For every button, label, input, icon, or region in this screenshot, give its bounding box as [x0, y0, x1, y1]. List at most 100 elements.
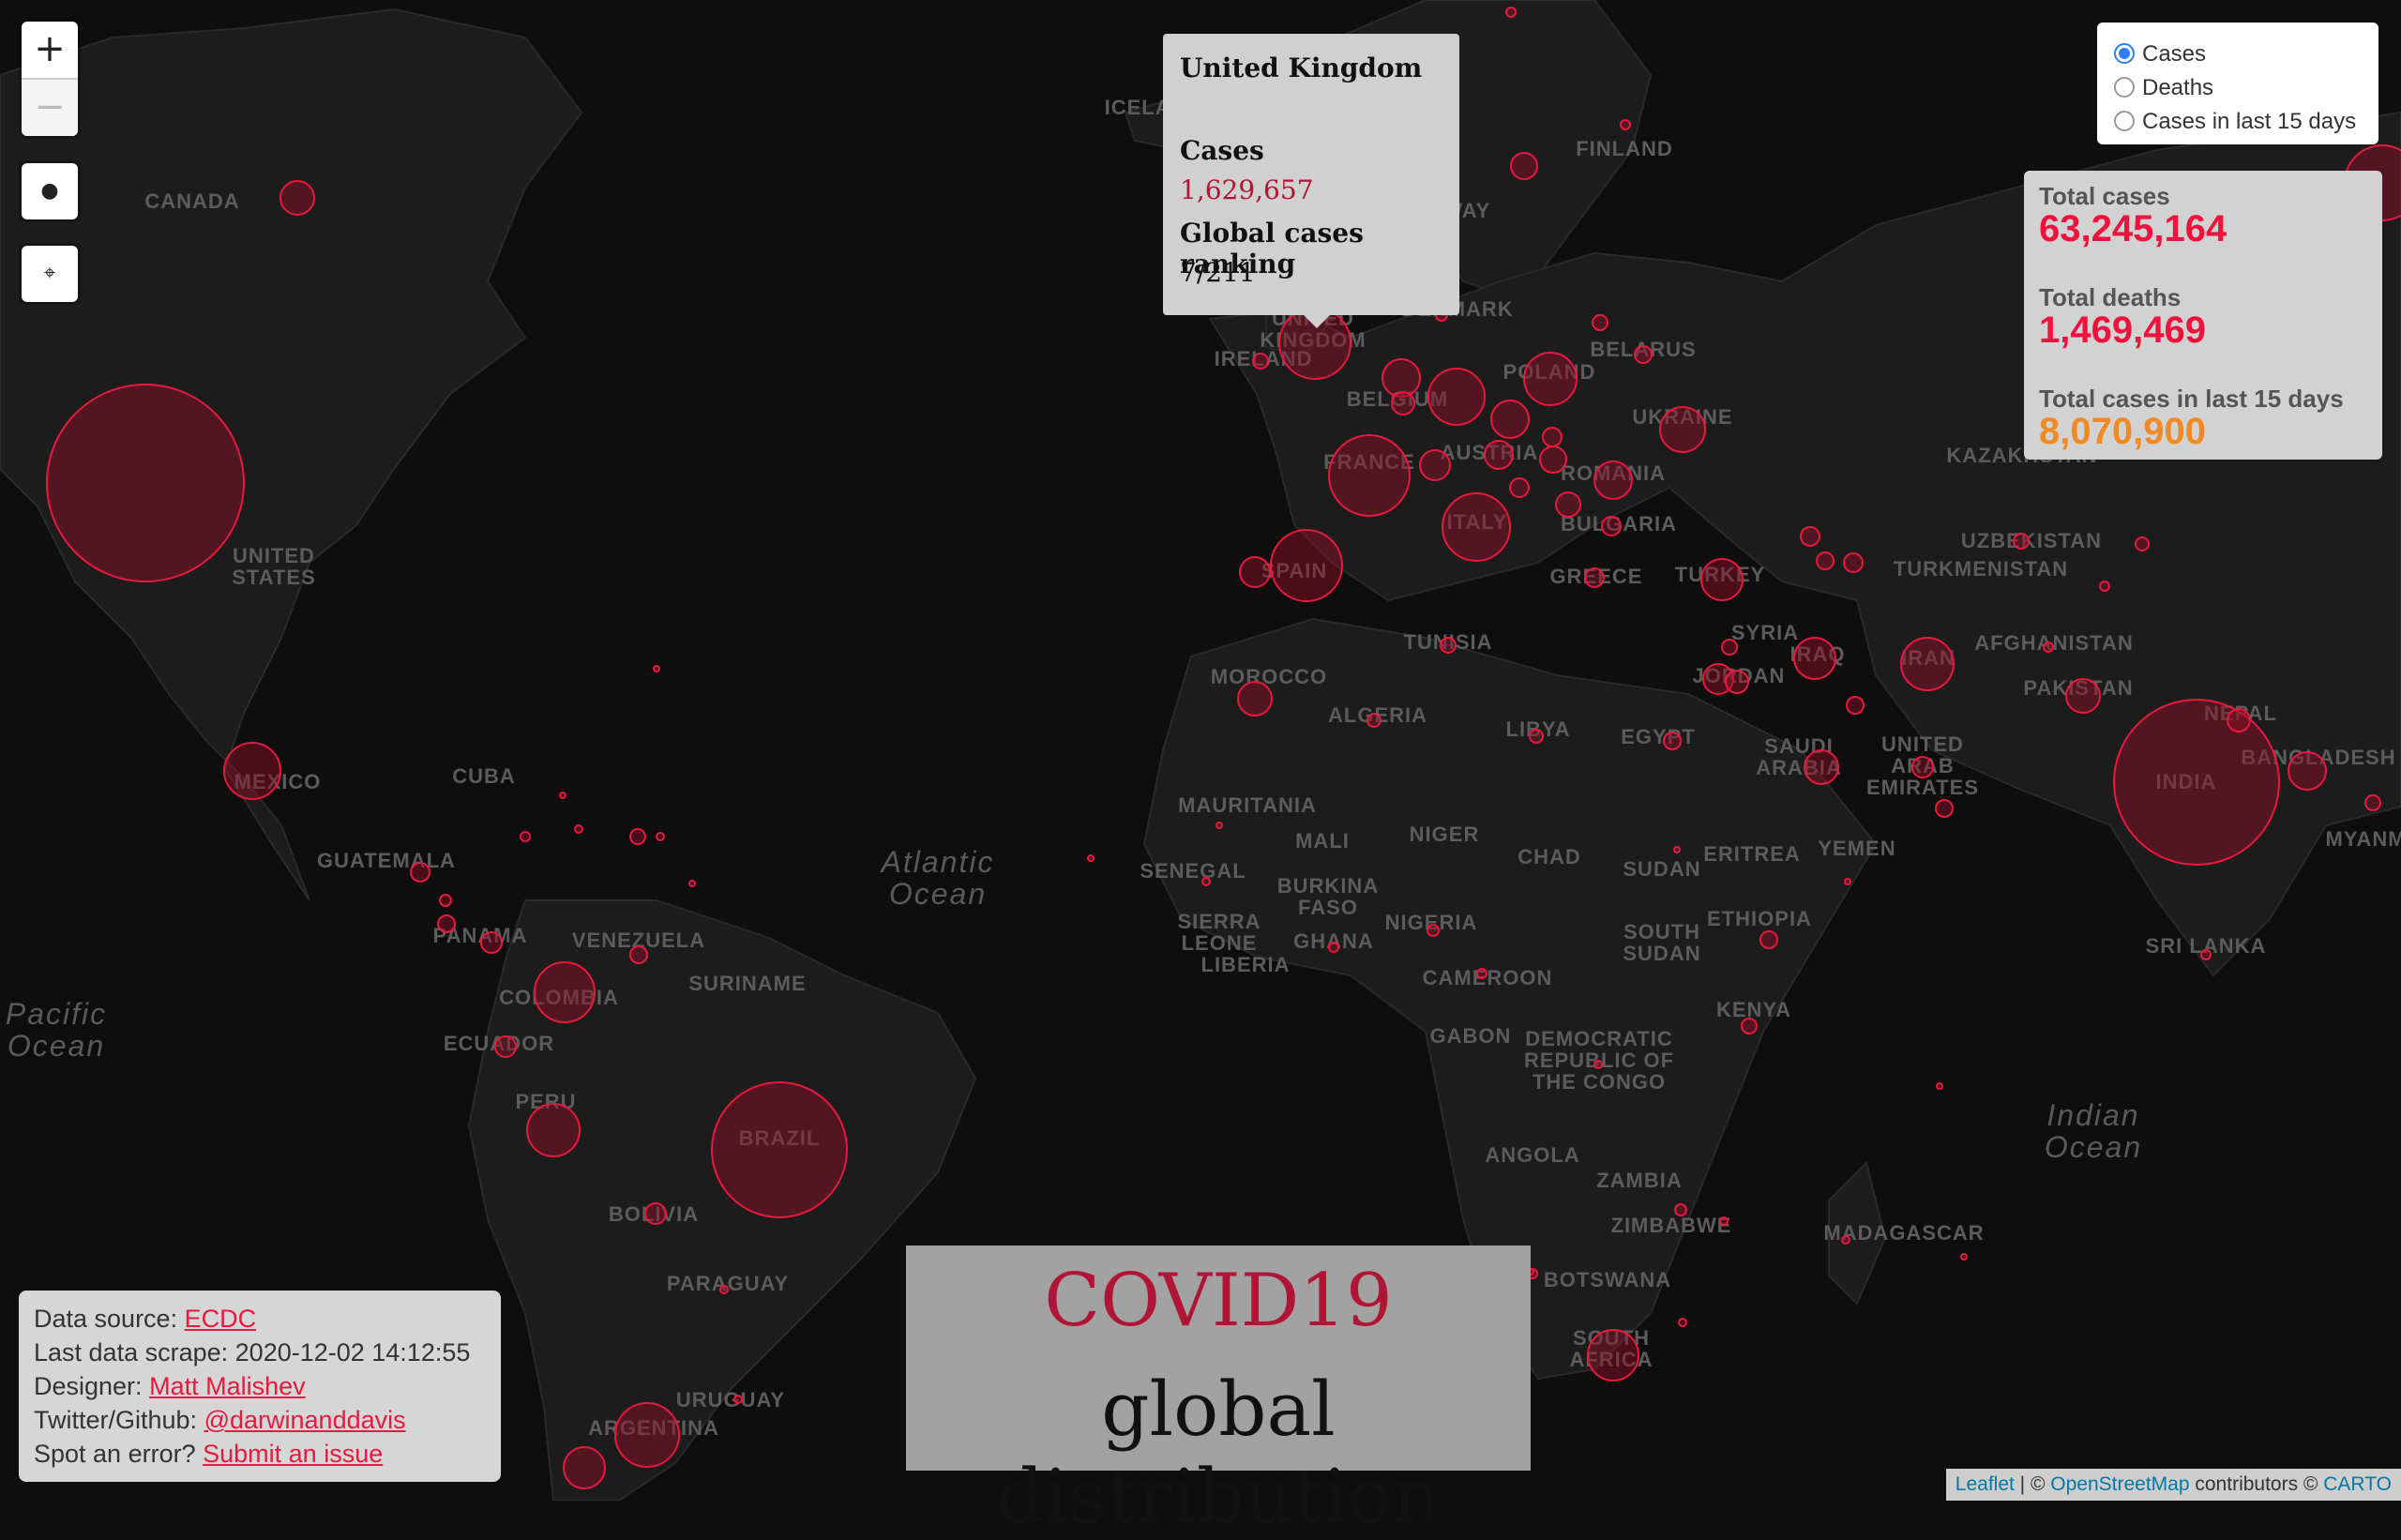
bubble-congo[interactable] [1593, 1060, 1603, 1069]
bubble-brazil[interactable] [711, 1081, 848, 1218]
bubble-paraguay[interactable] [719, 1285, 729, 1294]
bubble-cameroon[interactable] [1476, 968, 1487, 979]
bubble-kazakhstan[interactable] [2013, 533, 2030, 550]
submit-issue-link[interactable]: Submit an issue [203, 1440, 384, 1468]
bubble-finland[interactable] [1620, 119, 1631, 130]
bubble-austria[interactable] [1484, 440, 1514, 470]
bubble-belgium[interactable] [1382, 358, 1421, 398]
bubble-mozambique[interactable] [1719, 1216, 1729, 1226]
bubble-kuwait[interactable] [1846, 696, 1865, 715]
bubble-ecuador[interactable] [494, 1035, 517, 1058]
bubble-italy[interactable] [1442, 492, 1511, 562]
world-view-button[interactable]: ● [22, 163, 78, 219]
bubble-guatemala[interactable] [410, 862, 430, 883]
bubble-yemen[interactable] [1844, 878, 1851, 885]
bubble-serbia[interactable] [1555, 491, 1581, 518]
bubble-canada[interactable] [279, 180, 315, 216]
locate-button[interactable]: ⌖ [22, 246, 78, 302]
bubble-georgia[interactable] [1800, 526, 1820, 547]
bubble-madagascar[interactable] [1841, 1235, 1850, 1245]
bubble-zimbabwe[interactable] [1678, 1318, 1687, 1327]
bubble-ukraine[interactable] [1659, 406, 1706, 453]
bubble-bahamas[interactable] [559, 792, 566, 799]
bubble-pakistan[interactable] [2065, 678, 2101, 714]
bubble-belarus[interactable] [1634, 345, 1653, 364]
bubble-uruguay[interactable] [733, 1395, 743, 1404]
bubble-oman[interactable] [1935, 799, 1954, 818]
bubble-reunion[interactable] [1936, 1082, 1943, 1090]
bubble-norway[interactable] [1505, 7, 1517, 18]
bubble-tunisia[interactable] [1440, 637, 1457, 654]
bubble-sri-lanka[interactable] [2200, 949, 2212, 960]
radio-deaths[interactable] [2114, 76, 2135, 98]
bubble-lebanon[interactable] [1721, 639, 1738, 656]
layer-option-cases[interactable]: Cases [2114, 38, 2206, 71]
layer-option-last-15-days[interactable]: Cases in last 15 days [2114, 105, 2356, 139]
bubble-argentina[interactable] [614, 1402, 680, 1468]
bubble-peru[interactable] [526, 1103, 581, 1157]
bubble-slovakia[interactable] [1542, 427, 1563, 447]
layer-option-deaths[interactable]: Deaths [2114, 71, 2213, 105]
zoom-out-button[interactable]: − [22, 80, 78, 136]
bubble-france[interactable] [1328, 434, 1411, 517]
bubble-morocco[interactable] [1237, 681, 1273, 717]
radio-cases[interactable] [2114, 42, 2135, 64]
bubble-bangladesh[interactable] [2288, 751, 2327, 791]
bubble-cape-verde[interactable] [1087, 854, 1095, 862]
bubble-egypt[interactable] [1663, 732, 1682, 750]
bubble-uzbekistan[interactable] [2135, 536, 2150, 551]
ecdc-link[interactable]: ECDC [184, 1305, 257, 1333]
bubble-iraq[interactable] [1793, 637, 1836, 680]
bubble-cuba[interactable] [520, 831, 531, 842]
bubble-libya[interactable] [1529, 729, 1544, 744]
bubble-spain[interactable] [1270, 529, 1343, 602]
bubble-ghana[interactable] [1328, 942, 1339, 953]
bubble-venezuela[interactable] [629, 945, 648, 964]
bubble-jordan[interactable] [1725, 670, 1749, 694]
bubble-bolivia[interactable] [644, 1202, 667, 1225]
bubble-chile[interactable] [563, 1446, 606, 1489]
bubble-afghanistan[interactable] [2043, 642, 2054, 653]
bubble-honduras[interactable] [437, 914, 456, 933]
bubble-sweden[interactable] [1510, 152, 1538, 180]
bubble-bermuda[interactable] [653, 665, 660, 672]
radio-last-15-days[interactable] [2114, 110, 2135, 131]
bubble-ireland[interactable] [1252, 353, 1269, 370]
bubble-myanmar[interactable] [2364, 794, 2381, 811]
bubble-south-africa[interactable] [1587, 1329, 1639, 1381]
bubble-uae[interactable] [1911, 756, 1934, 778]
bubble-algeria[interactable] [1367, 713, 1382, 728]
carto-link[interactable]: CARTO [2323, 1473, 2392, 1495]
bubble-senegal[interactable] [1201, 877, 1211, 886]
bubble-dominican-republic[interactable] [629, 828, 646, 845]
bubble-netherlands[interactable] [1391, 391, 1415, 415]
bubble-nepal[interactable] [2227, 708, 2251, 732]
social-link[interactable]: @darwinanddavis [204, 1406, 406, 1434]
bubble-mauritania[interactable] [1216, 822, 1223, 829]
bubble-jamaica[interactable] [574, 824, 583, 834]
bubble-romania[interactable] [1593, 460, 1633, 500]
bubble-switzerland[interactable] [1419, 449, 1451, 481]
bubble-poland[interactable] [1523, 352, 1578, 406]
bubble-zambia[interactable] [1674, 1203, 1687, 1216]
bubble-kyrgyzstan[interactable] [2099, 581, 2110, 592]
bubble-mexico[interactable] [223, 742, 281, 800]
bubble-turkey[interactable] [1700, 558, 1744, 601]
bubble-puerto-rico[interactable] [656, 832, 665, 841]
bubble-azerbaijan[interactable] [1843, 552, 1864, 573]
leaflet-link[interactable]: Leaflet [1955, 1473, 2015, 1495]
bubble-india[interactable] [2113, 699, 2280, 866]
bubble-kenya[interactable] [1741, 1018, 1758, 1034]
bubble-armenia[interactable] [1816, 551, 1835, 570]
designer-link[interactable]: Matt Malishev [149, 1372, 306, 1400]
bubble-trinidad[interactable] [688, 880, 696, 887]
bubble-saudi-arabia[interactable] [1804, 749, 1839, 785]
bubble-bulgaria[interactable] [1601, 516, 1622, 536]
bubble-costa-rica[interactable] [439, 894, 452, 907]
bubble-czechia[interactable] [1490, 400, 1530, 439]
bubble-iran[interactable] [1900, 637, 1955, 691]
bubble-united-states[interactable] [46, 384, 245, 582]
bubble-nigeria[interactable] [1427, 924, 1440, 937]
osm-link[interactable]: OpenStreetMap [2050, 1473, 2190, 1495]
bubble-colombia[interactable] [534, 961, 596, 1023]
